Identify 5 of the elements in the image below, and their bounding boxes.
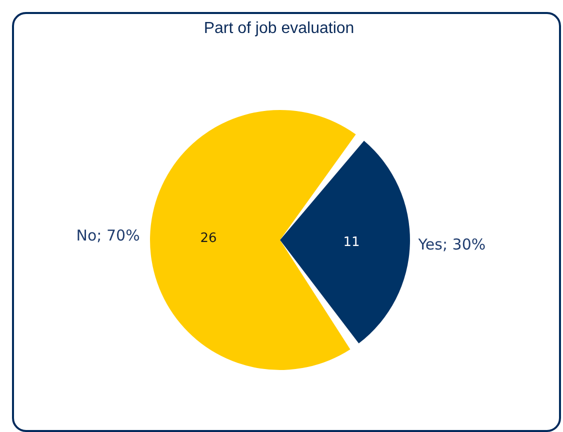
chart-title: Part of job evaluation [204, 20, 354, 37]
slice-label: Yes; 30% [417, 235, 486, 254]
data-label: 11 [343, 234, 360, 250]
data-label: 26 [200, 231, 217, 246]
slice-label: No; 70% [76, 226, 140, 245]
